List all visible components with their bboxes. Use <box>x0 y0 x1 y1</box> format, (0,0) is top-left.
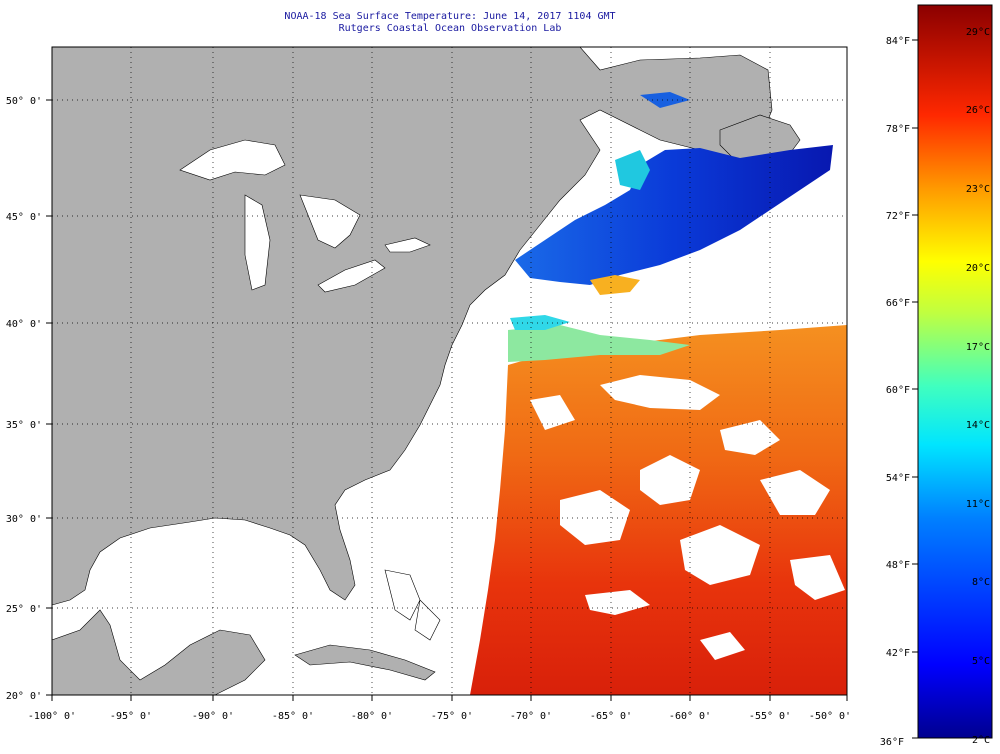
lat-label: 40° 0' <box>6 319 42 330</box>
colorbar-c-label: 14°C <box>966 420 990 431</box>
sst-cyan-patch <box>615 150 650 190</box>
colorbar-c-label: 5°C <box>972 656 990 667</box>
lon-label: -90° 0' <box>192 711 234 722</box>
land-cuba <box>294 644 436 681</box>
frame-ticks <box>46 99 848 701</box>
colorbar-c-label: 2°C <box>972 735 990 746</box>
lat-label: 30° 0' <box>6 514 42 525</box>
colorbar-f-label: 42°F <box>886 648 910 659</box>
colorbar-c-label: 26°C <box>966 105 990 116</box>
colorbar-f-label: 36°F <box>880 737 904 748</box>
colorbar-c-label: 17°C <box>966 342 990 353</box>
colorbar-c-label: 8°C <box>972 577 990 588</box>
land-mexico <box>51 609 266 696</box>
lat-label: 45° 0' <box>6 212 42 223</box>
lake-erie <box>317 259 386 293</box>
lon-label: -70° 0' <box>510 711 552 722</box>
colorbar-f-label: 72°F <box>886 211 910 222</box>
lon-label: -75° 0' <box>431 711 473 722</box>
colorbar-f-label: 48°F <box>886 560 910 571</box>
colorbar-f-label: 84°F <box>886 36 910 47</box>
colorbar-f-label: 54°F <box>886 473 910 484</box>
sst-shelf-cyan <box>510 315 570 330</box>
colorbar-c-label: 29°C <box>966 27 990 38</box>
bahamas-banks <box>384 569 441 641</box>
sst-cold-region <box>515 145 833 285</box>
lat-label: 20° 0' <box>6 691 42 702</box>
map-subtitle: Rutgers Coastal Ocean Observation Lab <box>338 23 562 34</box>
lon-label: -100° 0' <box>28 711 76 722</box>
map-border <box>51 46 848 696</box>
lon-label: -65° 0' <box>590 711 632 722</box>
map-title: NOAA-18 Sea Surface Temperature: June 14… <box>284 11 616 22</box>
lon-label: -95° 0' <box>110 711 152 722</box>
lon-label: -60° 0' <box>669 711 711 722</box>
sst-warm-patch-north <box>590 275 640 295</box>
lake-superior <box>179 139 286 181</box>
colorbar-f-label: 78°F <box>886 124 910 135</box>
colorbar-c-label: 20°C <box>966 263 990 274</box>
lake-huron <box>299 194 361 249</box>
lon-label: -85° 0' <box>272 711 314 722</box>
lat-label: 25° 0' <box>6 604 42 615</box>
lon-label: -80° 0' <box>351 711 393 722</box>
lon-label: -55° 0' <box>749 711 791 722</box>
colorbar <box>917 4 993 739</box>
cloud-patches <box>530 375 845 660</box>
lat-label: 50° 0' <box>6 96 42 107</box>
colorbar-c-label: 23°C <box>966 184 990 195</box>
colorbar-ticks <box>912 39 918 739</box>
colorbar-f-label: 66°F <box>886 298 910 309</box>
lat-label: 35° 0' <box>6 420 42 431</box>
colorbar-f-label: 60°F <box>886 385 910 396</box>
lon-label: -50° 0' <box>809 711 851 722</box>
lake-michigan <box>244 194 271 291</box>
sst-shelf-band <box>508 325 690 362</box>
lake-ontario <box>384 237 431 253</box>
colorbar-c-label: 11°C <box>966 499 990 510</box>
sst-gulf-lawrence <box>640 92 690 108</box>
graticule <box>52 47 847 695</box>
